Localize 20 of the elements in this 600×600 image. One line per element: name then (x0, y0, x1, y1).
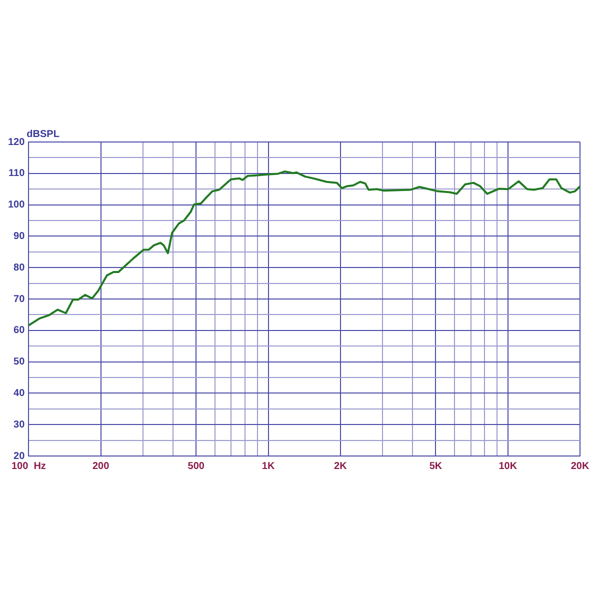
y-tick-label: 80 (14, 262, 26, 274)
y-tick-label: 110 (8, 168, 26, 180)
x-tick-label: 200 (92, 460, 110, 472)
y-tick-label: 50 (14, 356, 26, 368)
y-tick-label: 100 (8, 200, 26, 211)
y-tick-label: 120 (8, 136, 26, 148)
x-tick-label: 500 (188, 460, 205, 472)
y-axis-title: dBSPL (26, 128, 60, 140)
x-tick-label: 5K (429, 460, 443, 472)
x-tick-label: 20K (570, 460, 590, 472)
x-tick-label: 2K (334, 460, 348, 472)
y-tick-label: 90 (14, 230, 26, 242)
x-tick-label: 100 Hz (11, 460, 46, 472)
y-tick-label: 20 (14, 450, 26, 462)
y-tick-label: 30 (14, 419, 26, 430)
y-tick-label: 70 (14, 294, 26, 305)
x-tick-label: 1K (262, 460, 276, 472)
y-tick-label: 40 (14, 388, 26, 399)
y-tick-label: 60 (14, 325, 26, 336)
x-tick-label: 10K (498, 460, 518, 472)
